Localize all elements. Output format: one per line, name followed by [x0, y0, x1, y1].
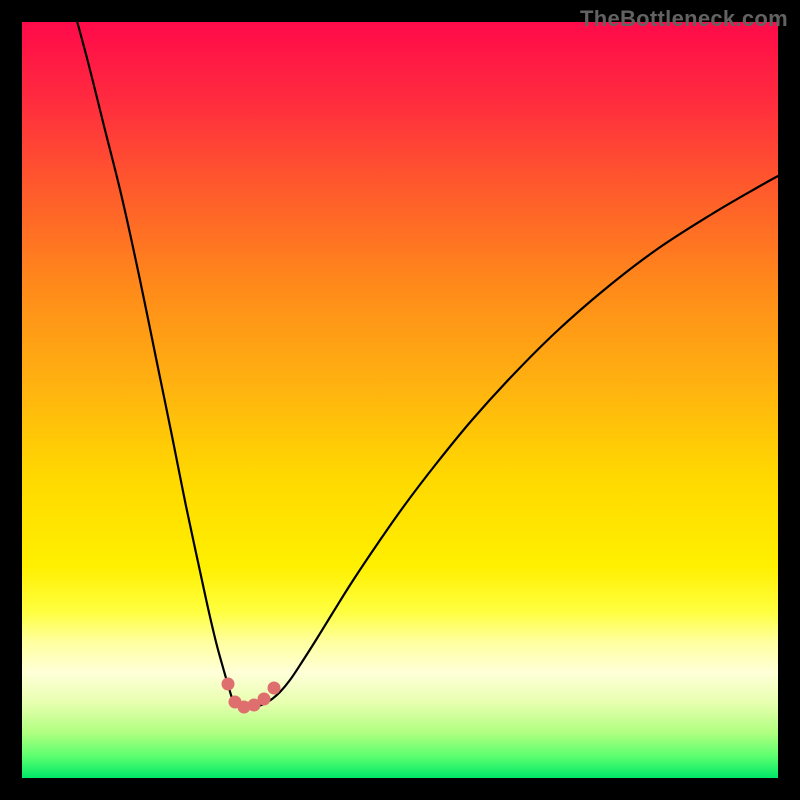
curve-marker	[222, 678, 235, 691]
outer-frame	[0, 0, 800, 800]
bottleneck-curve	[74, 10, 778, 708]
bottleneck-curve-layer	[0, 0, 800, 800]
curve-marker	[258, 693, 271, 706]
curve-marker	[268, 682, 281, 695]
watermark-text: TheBottleneck.com	[580, 6, 788, 32]
plot-area	[22, 22, 778, 778]
